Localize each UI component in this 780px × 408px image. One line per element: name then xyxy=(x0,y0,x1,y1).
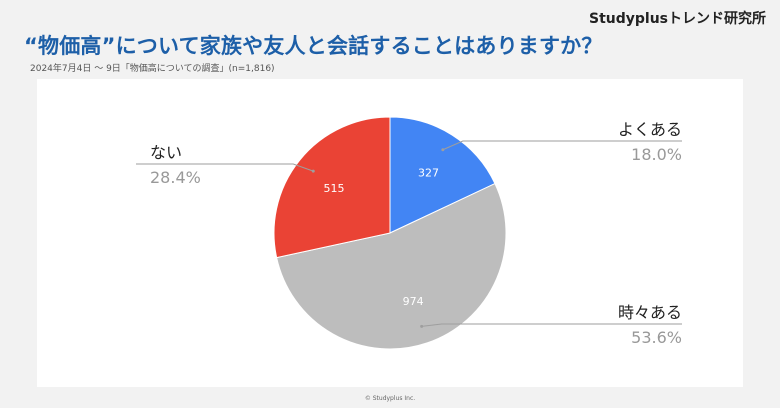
slice-percent-label: 53.6% xyxy=(631,328,682,347)
leader-line xyxy=(136,163,314,172)
slice-category-label: 時々ある xyxy=(618,303,682,322)
brand-logo: Studyplusトレンド研究所 xyxy=(588,11,766,27)
slice-category-label: ない xyxy=(150,143,182,162)
chart-card: 327 よくある 18.0% 974 時々ある 53.6% 515 ない 28.4% xyxy=(37,79,743,387)
pie-slice xyxy=(389,116,496,234)
slice-count-label: 515 xyxy=(324,182,345,195)
copyright-footer: © Studyplus Inc. xyxy=(364,395,416,402)
pie-chart: 327 よくある 18.0% 974 時々ある 53.6% 515 ない 28.4% xyxy=(136,116,682,350)
slice-percent-label: 18.0% xyxy=(631,145,682,164)
leader-dot xyxy=(420,324,424,328)
pie-slice xyxy=(276,182,507,350)
slice-count-label: 974 xyxy=(403,295,424,308)
leader-line xyxy=(421,323,682,327)
survey-subtitle: 2024年7月4日 〜 9日「物価高についての調査」(n=1,816) xyxy=(30,64,275,74)
pie-slice xyxy=(273,116,391,259)
leader-dot xyxy=(441,148,445,152)
leader-line xyxy=(442,140,682,151)
slice-percent-label: 28.4% xyxy=(150,168,201,187)
slice-category-label: よくある xyxy=(618,120,682,139)
leader-dot xyxy=(311,169,315,173)
page-title: “物価高”について家族や友人と会話することはありますか？ xyxy=(24,34,603,58)
slice-count-label: 327 xyxy=(418,166,439,179)
